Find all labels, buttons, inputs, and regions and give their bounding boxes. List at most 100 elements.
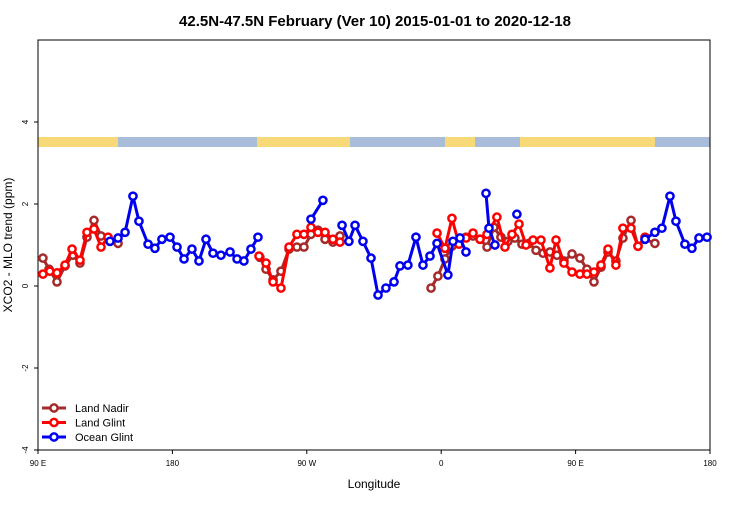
data-point xyxy=(589,267,599,277)
data-point xyxy=(96,242,106,252)
data-point xyxy=(650,227,660,238)
data-point xyxy=(426,283,436,293)
data-point xyxy=(306,214,316,225)
data-point xyxy=(113,233,123,243)
data-point xyxy=(475,234,485,245)
data-point xyxy=(545,263,555,273)
legend-marker xyxy=(49,417,59,428)
data-point xyxy=(447,213,457,224)
data-point xyxy=(276,283,286,293)
data-point xyxy=(120,227,130,238)
data-point xyxy=(395,261,405,271)
data-point xyxy=(559,258,569,268)
data-point xyxy=(320,227,330,238)
legend-label: Land Glint xyxy=(75,418,125,430)
land-band xyxy=(38,137,118,147)
data-point xyxy=(89,224,99,234)
data-point xyxy=(596,260,606,270)
data-point xyxy=(373,290,383,300)
data-point xyxy=(567,267,577,277)
data-point xyxy=(150,243,160,254)
data-point xyxy=(650,238,660,249)
data-point xyxy=(603,244,613,254)
data-point xyxy=(443,270,453,280)
chart-title: 42.5N-47.5N February (Ver 10) 2015-01-01… xyxy=(179,13,571,30)
data-point xyxy=(671,216,681,227)
land-band xyxy=(445,137,475,147)
data-point xyxy=(201,234,211,245)
data-point xyxy=(567,249,577,259)
data-point xyxy=(461,247,471,257)
data-point xyxy=(350,220,360,231)
data-point xyxy=(381,283,391,293)
data-point xyxy=(194,256,204,266)
data-point xyxy=(500,242,510,252)
data-point xyxy=(481,188,491,199)
legend-marker xyxy=(49,432,59,442)
land-band xyxy=(520,137,655,147)
data-point xyxy=(179,254,189,264)
data-point xyxy=(225,247,235,257)
data-point xyxy=(521,240,531,250)
data-point xyxy=(299,242,309,252)
data-point xyxy=(358,236,368,247)
data-point xyxy=(665,191,675,202)
data-point xyxy=(165,232,175,243)
data-point xyxy=(89,215,99,226)
data-point xyxy=(157,234,167,245)
data-point xyxy=(284,242,294,252)
data-point xyxy=(589,277,599,287)
land-ocean-strip xyxy=(38,137,710,147)
legend-label: Ocean Glint xyxy=(75,432,133,444)
legend-marker xyxy=(49,403,59,413)
data-point xyxy=(512,209,522,220)
x-tick-label: 0 xyxy=(439,459,444,468)
data-point xyxy=(626,223,636,234)
data-point xyxy=(143,239,153,250)
plot-frame xyxy=(37,39,711,451)
data-point xyxy=(492,212,502,222)
data-point xyxy=(52,268,62,278)
data-point xyxy=(216,250,226,261)
data-point xyxy=(575,253,585,263)
y-tick-label: -4 xyxy=(21,446,30,454)
data-point xyxy=(268,277,278,287)
data-point xyxy=(52,277,62,287)
data-point xyxy=(432,228,442,238)
data-point xyxy=(687,243,697,254)
x-tick-label: 90 W xyxy=(297,459,316,468)
data-point xyxy=(337,220,347,231)
data-point xyxy=(702,232,712,243)
data-point xyxy=(425,251,435,261)
data-point xyxy=(418,260,428,270)
data-point xyxy=(528,235,538,245)
legend: Land Nadir Land Glint Ocean Glint xyxy=(42,403,133,444)
data-point xyxy=(366,253,376,263)
data-point xyxy=(657,223,667,234)
data-point xyxy=(411,232,421,243)
data-point xyxy=(514,219,524,229)
data-point xyxy=(261,258,271,268)
data-point xyxy=(60,260,70,270)
data-point xyxy=(626,215,636,226)
data-point xyxy=(432,238,442,249)
data-point xyxy=(75,255,85,266)
data-point xyxy=(640,234,650,245)
data-point xyxy=(389,277,399,287)
data-point xyxy=(38,253,48,263)
data-point xyxy=(551,235,561,245)
x-tick-label: 180 xyxy=(166,459,180,468)
legend-label: Land Nadir xyxy=(75,403,129,415)
x-tick-label: 180 xyxy=(703,459,717,468)
data-point xyxy=(680,239,690,250)
data-point xyxy=(246,244,256,254)
x-axis-label: Longitude xyxy=(348,477,401,491)
data-point xyxy=(618,223,628,234)
data-point xyxy=(239,256,249,266)
data-point xyxy=(172,242,182,252)
data-point xyxy=(67,244,77,254)
data-point xyxy=(694,233,704,243)
